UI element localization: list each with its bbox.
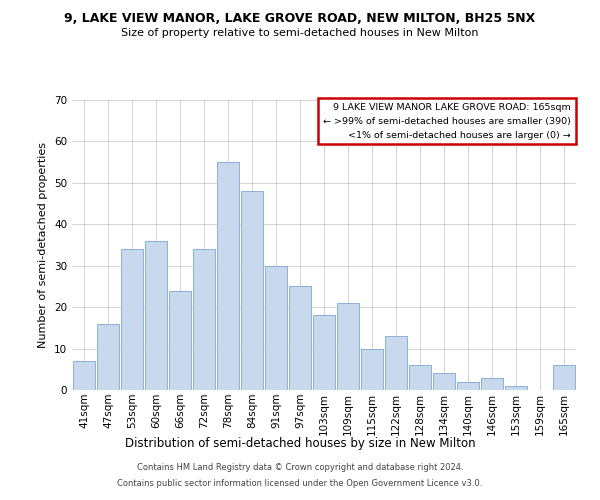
Text: 9, LAKE VIEW MANOR, LAKE GROVE ROAD, NEW MILTON, BH25 5NX: 9, LAKE VIEW MANOR, LAKE GROVE ROAD, NEW… xyxy=(64,12,536,26)
Y-axis label: Number of semi-detached properties: Number of semi-detached properties xyxy=(38,142,49,348)
Bar xyxy=(385,336,407,390)
Bar xyxy=(217,162,239,390)
Bar xyxy=(505,386,527,390)
Text: Size of property relative to semi-detached houses in New Milton: Size of property relative to semi-detach… xyxy=(121,28,479,38)
Bar xyxy=(193,249,215,390)
Bar xyxy=(337,303,359,390)
Bar xyxy=(97,324,119,390)
Bar xyxy=(433,374,455,390)
Bar xyxy=(265,266,287,390)
Bar xyxy=(361,348,383,390)
Bar xyxy=(145,241,167,390)
Text: 9 LAKE VIEW MANOR LAKE GROVE ROAD: 165sqm
← >99% of semi-detached houses are sma: 9 LAKE VIEW MANOR LAKE GROVE ROAD: 165sq… xyxy=(323,103,571,140)
Bar xyxy=(313,316,335,390)
Bar xyxy=(409,365,431,390)
Bar xyxy=(289,286,311,390)
Bar xyxy=(457,382,479,390)
Bar xyxy=(169,290,191,390)
Bar xyxy=(553,365,575,390)
Bar xyxy=(481,378,503,390)
Text: Contains HM Land Registry data © Crown copyright and database right 2024.: Contains HM Land Registry data © Crown c… xyxy=(137,464,463,472)
Bar xyxy=(241,191,263,390)
Bar xyxy=(121,249,143,390)
Bar xyxy=(73,361,95,390)
Text: Distribution of semi-detached houses by size in New Milton: Distribution of semi-detached houses by … xyxy=(125,438,475,450)
Text: Contains public sector information licensed under the Open Government Licence v3: Contains public sector information licen… xyxy=(118,478,482,488)
